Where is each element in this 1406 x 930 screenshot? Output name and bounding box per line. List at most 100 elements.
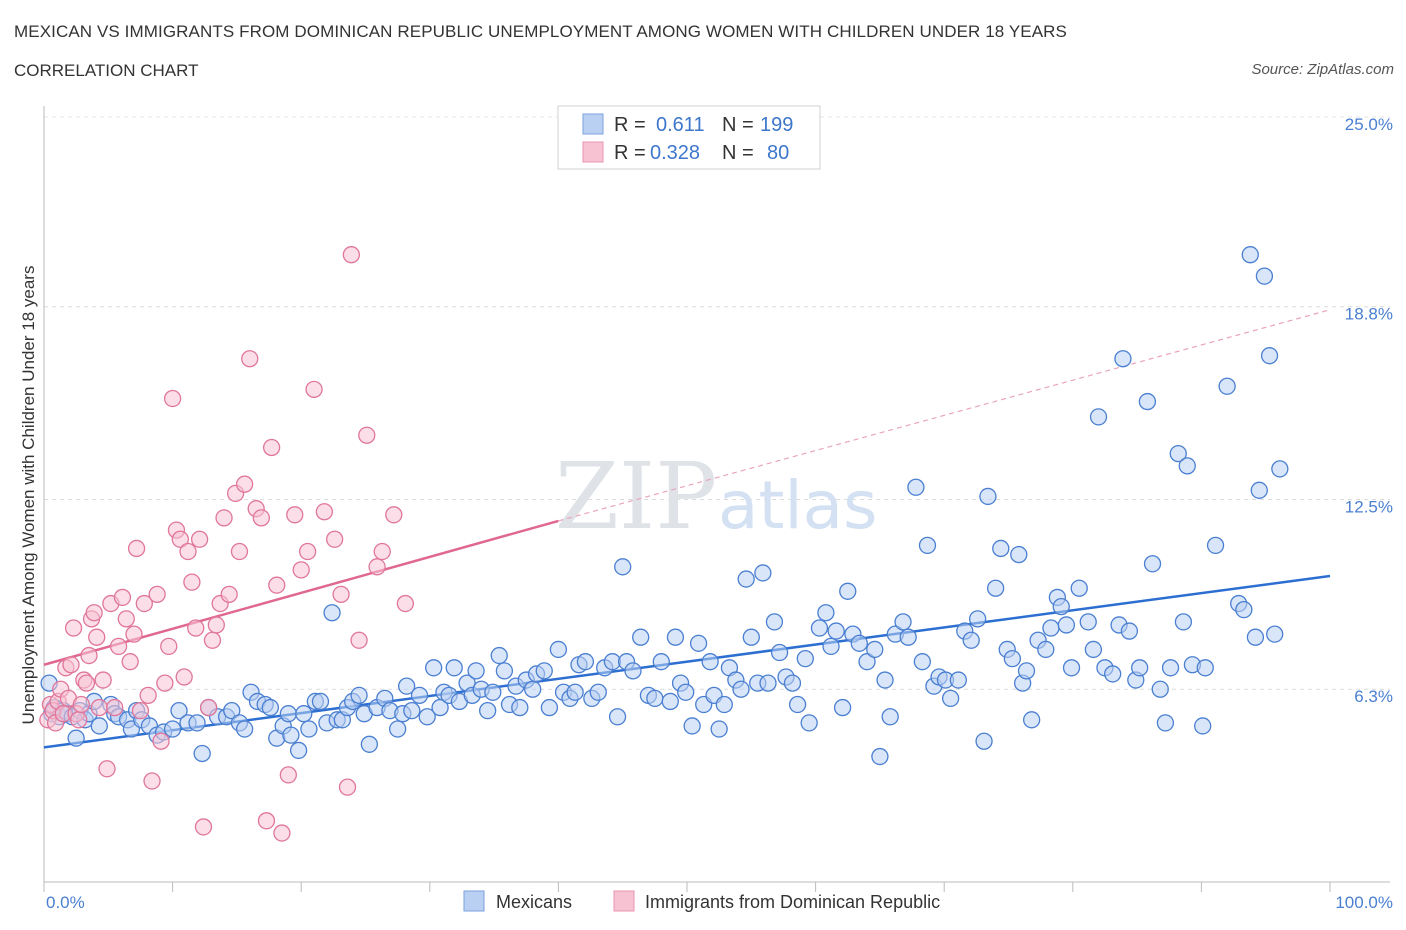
point-dominican bbox=[171, 530, 189, 548]
point-mexicans bbox=[677, 683, 695, 701]
point-mexicans bbox=[962, 631, 980, 649]
point-dominican bbox=[98, 760, 116, 778]
point-dominican bbox=[135, 594, 153, 613]
point-mexicans bbox=[715, 695, 733, 714]
point-dominican bbox=[64, 619, 83, 637]
series-legend-swatch-dominican bbox=[613, 890, 635, 912]
point-mexicans bbox=[1114, 350, 1132, 368]
point-dominican bbox=[148, 585, 166, 604]
point-mexicans bbox=[833, 698, 852, 717]
point-mexicans bbox=[1042, 619, 1060, 637]
point-mexicans bbox=[1079, 613, 1097, 631]
point-mexicans bbox=[576, 653, 595, 671]
point-mexicans bbox=[1218, 377, 1236, 395]
point-mexicans bbox=[646, 689, 664, 708]
point-dominican bbox=[215, 509, 233, 527]
point-mexicans bbox=[549, 640, 568, 659]
series-legend-label-mexicans: Mexicans bbox=[496, 892, 572, 912]
point-dominican bbox=[385, 506, 403, 524]
point-dominican bbox=[80, 646, 98, 665]
legend-n-value-mexicans: 199 bbox=[760, 114, 793, 136]
point-dominican bbox=[125, 625, 143, 643]
point-mexicans bbox=[1010, 545, 1028, 564]
point-mexicans bbox=[484, 683, 502, 701]
legend-r-value-dominican: 0.328 bbox=[650, 142, 700, 164]
point-mexicans bbox=[1062, 659, 1081, 677]
point-dominican bbox=[187, 619, 205, 637]
point-mexicans bbox=[1156, 714, 1175, 732]
point-dominican bbox=[298, 542, 317, 561]
point-mexicans bbox=[913, 653, 931, 671]
point-mexicans bbox=[608, 708, 627, 726]
point-mexicans bbox=[1196, 659, 1214, 677]
point-mexicans bbox=[894, 613, 912, 631]
point-mexicans bbox=[827, 622, 845, 640]
point-dominican bbox=[199, 698, 218, 717]
point-mexicans bbox=[495, 662, 514, 680]
point-mexicans bbox=[732, 680, 750, 698]
point-mexicans bbox=[589, 683, 607, 701]
point-dominican bbox=[90, 698, 108, 717]
point-mexicans bbox=[418, 708, 436, 726]
legend-swatch-dominican bbox=[582, 141, 604, 163]
point-dominican bbox=[127, 539, 146, 558]
point-mexicans bbox=[661, 692, 679, 711]
point-mexicans bbox=[839, 582, 857, 600]
point-mexicans bbox=[311, 692, 330, 711]
point-dominican bbox=[139, 686, 157, 704]
x-tick-labels: 0.0% 100.0% bbox=[46, 893, 1393, 912]
point-mexicans bbox=[1246, 628, 1265, 646]
point-mexicans bbox=[511, 698, 529, 717]
point-dominican bbox=[163, 389, 182, 408]
point-dominican bbox=[292, 561, 310, 579]
point-dominican bbox=[235, 475, 254, 493]
point-mexicans bbox=[1070, 579, 1088, 597]
legend-n-label: N = bbox=[722, 114, 754, 136]
point-mexicans bbox=[899, 628, 917, 646]
point-mexicans bbox=[223, 701, 241, 720]
point-dominican bbox=[194, 818, 213, 836]
point-mexicans bbox=[689, 634, 708, 652]
point-mexicans bbox=[323, 604, 341, 622]
point-dominican bbox=[113, 588, 132, 607]
point-mexicans bbox=[261, 698, 279, 717]
point-dominican bbox=[88, 628, 106, 646]
point-mexicans bbox=[170, 701, 188, 720]
point-dominican bbox=[106, 698, 124, 717]
point-mexicans bbox=[907, 478, 925, 496]
y-axis-label: Unemployment Among Women with Children U… bbox=[19, 266, 38, 725]
point-mexicans bbox=[566, 683, 584, 701]
point-dominican bbox=[332, 585, 350, 604]
point-mexicans bbox=[295, 705, 313, 723]
point-dominican bbox=[273, 824, 291, 842]
y-tick-labels: 6.3% 12.5% 18.8% 25.0% bbox=[1345, 115, 1393, 706]
x-tick-label: 0.0% bbox=[46, 893, 85, 912]
point-mexicans bbox=[949, 671, 967, 689]
point-dominican bbox=[152, 732, 170, 750]
point-mexicans bbox=[975, 732, 993, 750]
point-dominican bbox=[368, 558, 386, 576]
point-mexicans bbox=[1235, 601, 1253, 619]
point-mexicans bbox=[67, 729, 85, 747]
point-mexicans bbox=[360, 735, 379, 753]
point-dominican bbox=[252, 509, 270, 527]
point-mexicans bbox=[490, 646, 508, 665]
point-dominican bbox=[207, 616, 225, 634]
point-mexicans bbox=[1194, 717, 1212, 735]
point-mexicans bbox=[683, 717, 701, 735]
point-mexicans bbox=[193, 744, 211, 763]
point-dominican bbox=[62, 656, 80, 674]
point-dominican bbox=[121, 653, 139, 671]
point-mexicans bbox=[540, 698, 559, 717]
point-mexicans bbox=[941, 689, 960, 708]
point-mexicans bbox=[632, 628, 650, 646]
point-dominican bbox=[342, 246, 361, 264]
point-mexicans bbox=[398, 677, 416, 695]
point-dominican bbox=[230, 542, 249, 561]
point-mexicans bbox=[1271, 460, 1289, 478]
point-mexicans bbox=[1174, 613, 1193, 631]
point-mexicans bbox=[986, 579, 1005, 597]
data-points bbox=[39, 246, 1289, 842]
point-dominican bbox=[203, 631, 222, 649]
point-dominican bbox=[131, 701, 150, 720]
